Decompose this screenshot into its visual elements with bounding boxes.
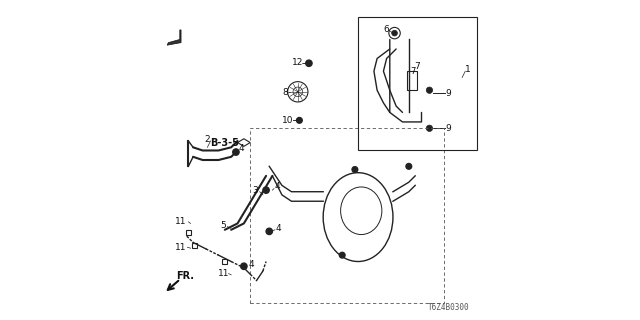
Bar [222,259,227,264]
Circle shape [296,117,302,123]
Bar [358,17,477,150]
Text: 7: 7 [410,67,415,76]
Text: 6: 6 [384,25,390,35]
Circle shape [306,60,312,67]
Text: 10: 10 [282,116,293,125]
Circle shape [406,164,412,169]
Text: 9: 9 [445,89,451,98]
Text: 4: 4 [276,224,282,233]
Text: 4: 4 [249,260,255,268]
Text: 3: 3 [252,186,258,195]
Polygon shape [167,30,181,45]
Text: 11: 11 [175,217,186,226]
Text: T6Z4B0300: T6Z4B0300 [428,303,469,312]
Circle shape [339,252,345,258]
Circle shape [426,87,433,93]
Bar [407,71,417,90]
Text: 1: 1 [465,65,470,74]
Text: 2: 2 [205,135,210,144]
Text: 12: 12 [291,58,303,67]
Text: 8: 8 [283,88,289,97]
Circle shape [352,167,358,172]
Text: 9: 9 [445,124,451,133]
Text: 7: 7 [415,62,420,71]
Text: 5: 5 [220,220,226,229]
Circle shape [233,149,239,155]
Circle shape [392,30,397,36]
Circle shape [241,263,247,269]
Text: 4: 4 [239,144,244,153]
Text: B-3-5: B-3-5 [210,138,239,148]
Text: 4: 4 [275,182,280,191]
Text: 11: 11 [218,269,229,278]
Text: FR.: FR. [175,271,194,282]
Text: 11: 11 [175,243,186,252]
Bar [192,243,197,248]
Circle shape [426,125,433,132]
Circle shape [263,187,269,193]
Circle shape [266,228,273,235]
Bar [250,128,444,303]
Bar [186,230,191,236]
